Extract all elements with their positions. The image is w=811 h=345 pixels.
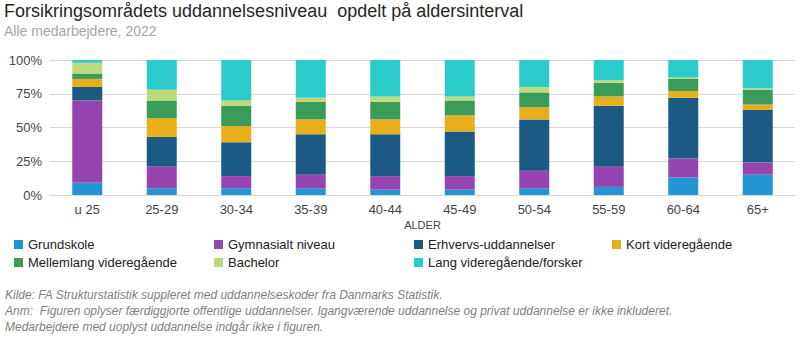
svg-text:Gymnasialt niveau: Gymnasialt niveau xyxy=(228,237,335,252)
svg-text:Bachelor: Bachelor xyxy=(228,255,280,270)
svg-text:Alle medarbejdere, 2022: Alle medarbejdere, 2022 xyxy=(4,23,157,39)
svg-text:35-39: 35-39 xyxy=(294,202,327,217)
svg-text:25-29: 25-29 xyxy=(145,202,178,217)
svg-text:50%: 50% xyxy=(16,120,42,135)
svg-text:Medarbejdere med uoplyst uddan: Medarbejdere med uoplyst uddannelse indg… xyxy=(5,320,323,334)
svg-text:50-54: 50-54 xyxy=(518,202,551,217)
svg-text:Anm: Figuren oplyser færdiggj: Anm: Figuren oplyser færdiggjorte offent… xyxy=(4,304,672,318)
svg-text:Forsikringsområdets uddannelse: Forsikringsområdets uddannelsesniveau op… xyxy=(4,1,523,21)
svg-text:30-34: 30-34 xyxy=(220,202,253,217)
svg-text:60-64: 60-64 xyxy=(667,202,700,217)
svg-text:Grundskole: Grundskole xyxy=(28,237,94,252)
svg-text:75%: 75% xyxy=(16,86,42,101)
svg-text:55-59: 55-59 xyxy=(592,202,625,217)
svg-text:Kort videregående: Kort videregående xyxy=(626,237,732,252)
svg-text:25%: 25% xyxy=(16,154,42,169)
svg-text:0%: 0% xyxy=(23,188,42,203)
svg-text:Kilde: FA Strukturstatistik su: Kilde: FA Strukturstatistik suppleret me… xyxy=(5,288,443,302)
svg-text:65+: 65+ xyxy=(747,202,769,217)
svg-text:ALDER: ALDER xyxy=(404,219,441,231)
svg-text:Mellemlang videregående: Mellemlang videregående xyxy=(28,255,177,270)
svg-text:u 25: u 25 xyxy=(75,202,100,217)
svg-text:Erhvervs-uddannelser: Erhvervs-uddannelser xyxy=(428,237,556,252)
svg-text:40-44: 40-44 xyxy=(369,202,402,217)
svg-text:45-49: 45-49 xyxy=(443,202,476,217)
svg-text:100%: 100% xyxy=(9,53,43,68)
svg-text:Lang videregående/forsker: Lang videregående/forsker xyxy=(428,255,583,270)
